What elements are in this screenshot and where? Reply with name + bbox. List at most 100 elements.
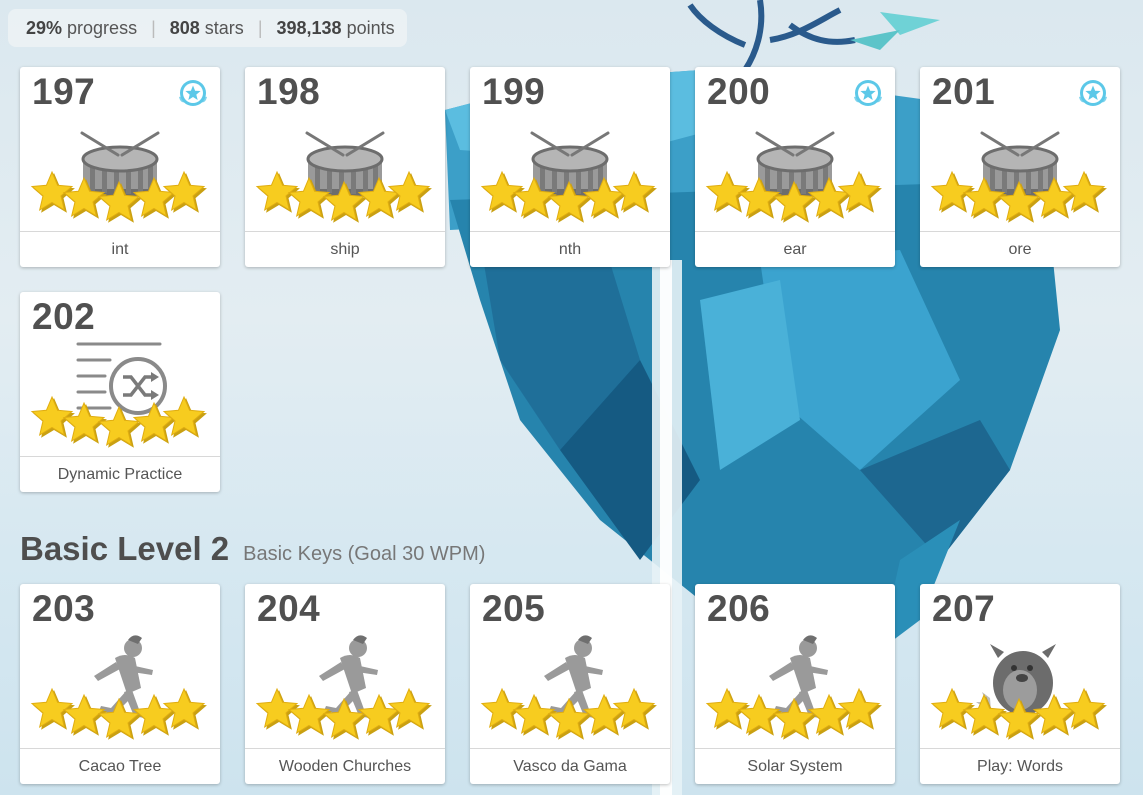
mastery-badge-icon [179, 80, 207, 106]
mastery-badge-icon [854, 80, 882, 106]
lesson-label: Solar System [695, 748, 895, 784]
star-icon [1032, 693, 1076, 735]
progress-value: 29% [26, 17, 63, 38]
lesson-card[interactable]: 203 Cacao Tree [20, 584, 220, 784]
star-icon [357, 176, 401, 218]
stats-divider: | [151, 17, 156, 38]
lesson-number: 202 [32, 296, 96, 337]
star-rating [30, 687, 207, 740]
drum-icon [705, 131, 882, 223]
star-icon [132, 401, 176, 443]
stats-divider: | [257, 17, 263, 38]
lesson-number: 200 [707, 71, 771, 112]
star-rating [480, 687, 657, 740]
star-icon [162, 687, 206, 729]
runner-icon [255, 635, 432, 740]
star-icon [837, 687, 881, 729]
star-icon [255, 170, 299, 212]
lesson-card[interactable]: 202 Dynamic Practice [20, 292, 220, 492]
star-icon [387, 687, 431, 729]
star-icon [387, 170, 431, 212]
shuffle-list-icon [30, 342, 207, 448]
star-icon [512, 176, 556, 218]
star-icon [582, 693, 626, 735]
lesson-label: int [20, 231, 220, 267]
star-rating [255, 687, 432, 740]
star-icon [962, 176, 1006, 218]
monster-icon [930, 644, 1107, 740]
runner-icon [30, 635, 207, 740]
points-label: points [346, 17, 395, 38]
star-icon [705, 170, 749, 212]
lesson-card[interactable]: 198 ship [245, 67, 445, 267]
star-icon [30, 687, 74, 729]
star-icon [162, 395, 206, 437]
star-icon [287, 176, 331, 218]
section-subtitle: Basic Keys (Goal 30 WPM) [243, 543, 486, 565]
star-rating [30, 170, 207, 223]
star-icon [547, 180, 591, 222]
lesson-label: ear [695, 231, 895, 267]
points-value: 398,138 [276, 17, 342, 38]
star-icon [322, 697, 366, 739]
star-rating [930, 170, 1107, 223]
star-rating [705, 687, 882, 740]
lesson-card[interactable]: 197 int [20, 67, 220, 267]
stats-bar: 29% progress | 808 stars | 398,138 point… [8, 9, 407, 47]
lesson-number: 206 [707, 588, 771, 629]
star-icon [30, 170, 74, 212]
lesson-card[interactable]: 200 ear [695, 67, 895, 267]
star-icon [807, 693, 851, 735]
star-icon [62, 176, 106, 218]
section-title: Basic Level 2 [20, 530, 230, 567]
lesson-card[interactable]: 204 Wooden Churches [245, 584, 445, 784]
star-rating [480, 170, 657, 223]
star-icon [480, 170, 524, 212]
drum-icon [480, 131, 657, 223]
star-icon [705, 687, 749, 729]
star-icon [930, 170, 974, 212]
star-icon [612, 170, 656, 212]
stars-value: 808 [169, 17, 200, 38]
star-icon [132, 693, 176, 735]
lesson-card[interactable]: 205 Vasco da Gama [470, 584, 670, 784]
lesson-card[interactable]: 199 nth [470, 67, 670, 267]
star-icon [162, 170, 206, 212]
star-icon [357, 693, 401, 735]
star-rating [930, 687, 1107, 740]
lesson-card[interactable]: 207 Play: Words [920, 584, 1120, 784]
lesson-label: Cacao Tree [20, 748, 220, 784]
star-icon [737, 176, 781, 218]
star-icon [480, 687, 524, 729]
star-icon [807, 176, 851, 218]
star-icon [132, 176, 176, 218]
star-icon [772, 697, 816, 739]
lesson-number: 207 [932, 588, 996, 629]
star-icon [737, 693, 781, 735]
section-heading: Basic Level 2 Basic Keys (Goal 30 WPM) [20, 530, 485, 568]
star-icon [930, 687, 974, 729]
star-icon [1032, 176, 1076, 218]
drum-icon [30, 131, 207, 223]
star-icon [287, 693, 331, 735]
lesson-card[interactable]: 201 ore [920, 67, 1120, 267]
lesson-number: 198 [257, 71, 321, 112]
lesson-number: 205 [482, 588, 546, 629]
lesson-label: nth [470, 231, 670, 267]
star-icon [582, 176, 626, 218]
star-rating [705, 170, 882, 223]
tree-icon [687, 0, 940, 72]
progress-label: progress [67, 17, 138, 38]
star-icon [612, 687, 656, 729]
lesson-number: 201 [932, 71, 996, 112]
star-icon [255, 687, 299, 729]
lesson-label: Wooden Churches [245, 748, 445, 784]
star-icon [322, 180, 366, 222]
star-icon [962, 693, 1006, 735]
runner-icon [480, 635, 657, 740]
star-icon [997, 697, 1041, 739]
star-icon [772, 180, 816, 222]
lesson-card[interactable]: 206 Solar System [695, 584, 895, 784]
drum-icon [930, 131, 1107, 223]
star-icon [997, 180, 1041, 222]
